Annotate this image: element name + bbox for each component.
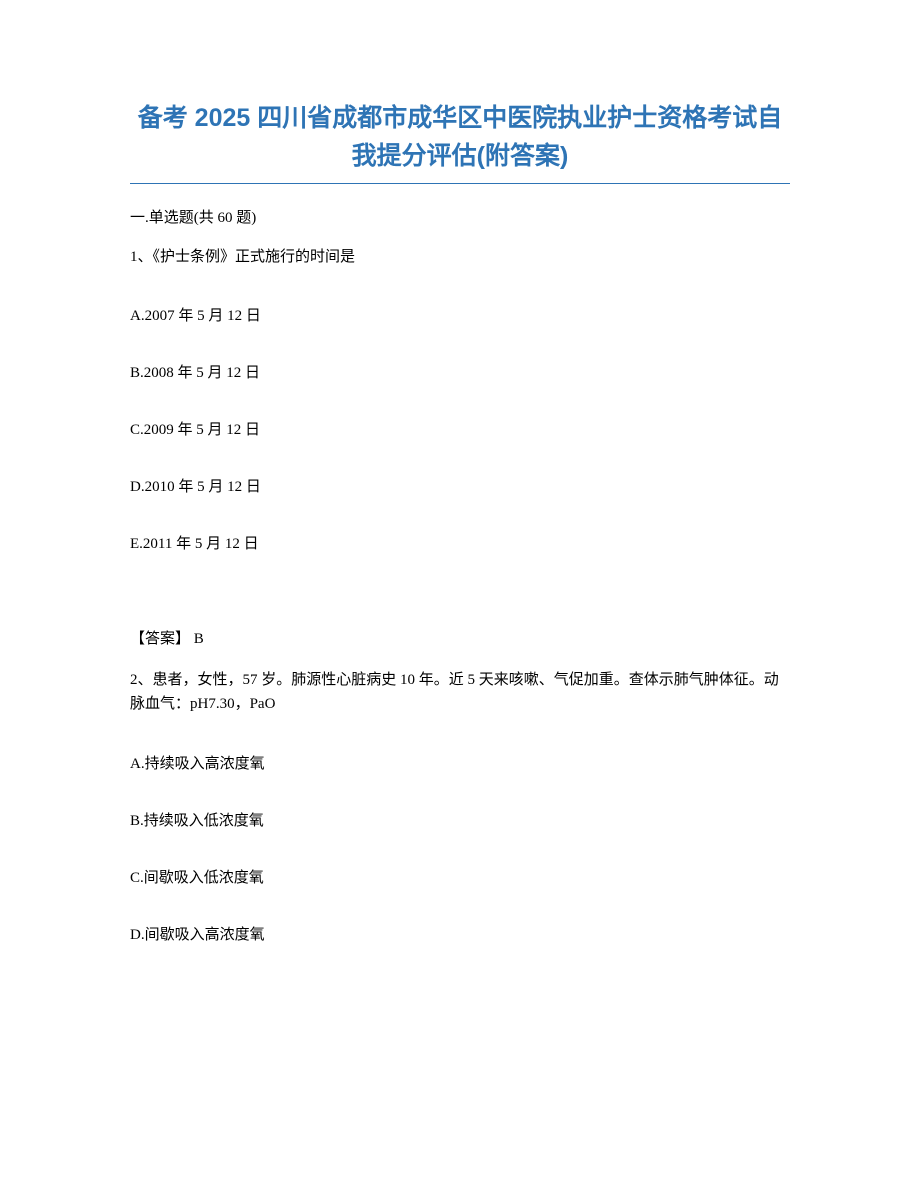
- question-1-stem: 1、《护士条例》正式施行的时间是: [130, 247, 790, 268]
- title-underline: [130, 183, 790, 184]
- question-1-answer: 【答案】 B: [130, 627, 790, 648]
- question-2-option-c: C.间歇吸入低浓度氧: [130, 866, 790, 887]
- question-1-option-e: E.2011 年 5 月 12 日: [130, 532, 790, 553]
- question-1-option-c: C.2009 年 5 月 12 日: [130, 418, 790, 439]
- title-line-1: 备考 2025 四川省成都市成华区中医院执业护士资格考试自: [130, 100, 790, 138]
- question-2-option-a: A.持续吸入高浓度氧: [130, 752, 790, 773]
- title-line-2: 我提分评估(附答案): [130, 138, 790, 176]
- question-2-stem: 2、患者，女性，57 岁。肺源性心脏病史 10 年。近 5 天来咳嗽、气促加重。…: [130, 668, 790, 716]
- document-title-container: 备考 2025 四川省成都市成华区中医院执业护士资格考试自 我提分评估(附答案): [130, 100, 790, 175]
- question-2-option-b: B.持续吸入低浓度氧: [130, 809, 790, 830]
- section-header: 一.单选题(共 60 题): [130, 206, 790, 227]
- question-2-option-d: D.间歇吸入高浓度氧: [130, 923, 790, 944]
- question-1-option-d: D.2010 年 5 月 12 日: [130, 475, 790, 496]
- question-1-option-b: B.2008 年 5 月 12 日: [130, 361, 790, 382]
- question-1-option-a: A.2007 年 5 月 12 日: [130, 304, 790, 325]
